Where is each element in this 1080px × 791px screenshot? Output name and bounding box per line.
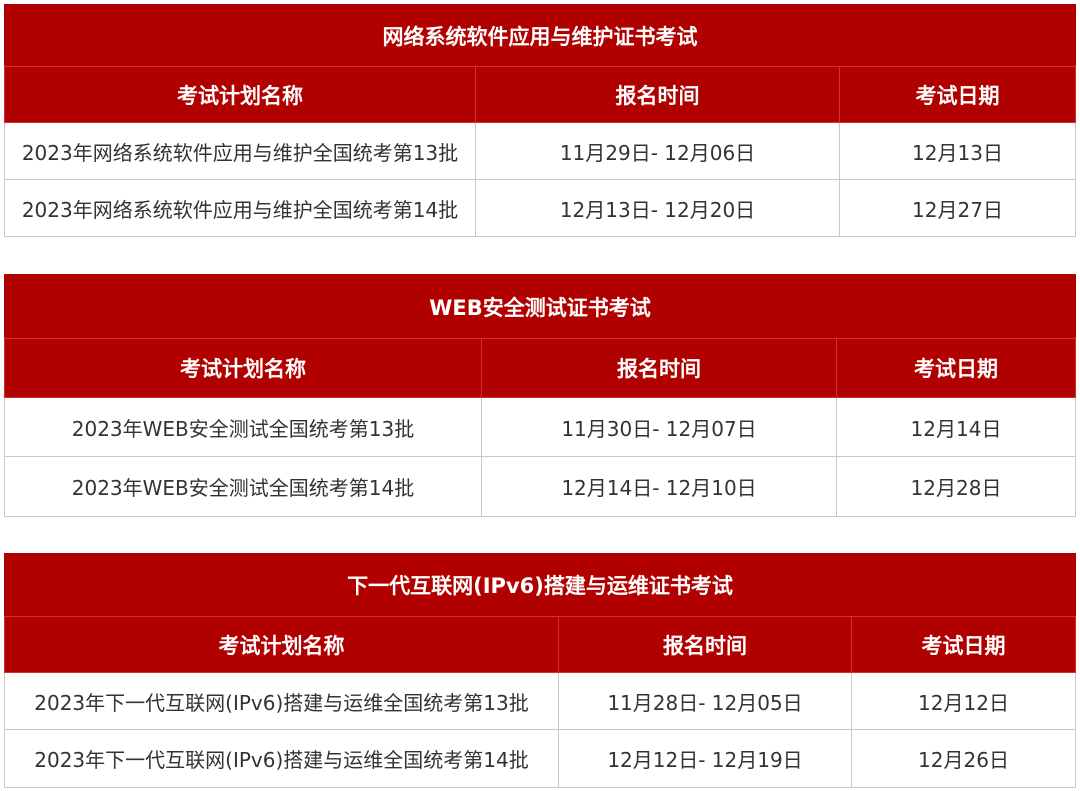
exam-table-ipv6: 下一代互联网(IPv6)搭建与运维证书考试 考试计划名称 报名时间 考试日期 202… [4,553,1076,788]
col-header-name: 考试计划名称 [4,66,476,123]
cell-date: 12月13日 [839,122,1076,180]
table-row: 2023年网络系统软件应用与维护全国统考第13批 11月29日- 12月06日 12… [4,122,1076,180]
cell-registration: 11月30日- 12月07日 [481,397,837,457]
table-title: 下一代互联网(IPv6)搭建与运维证书考试 [4,553,1076,617]
table-row: 2023年下一代互联网(IPv6)搭建与运维全国统考第13批 11月28日- 12… [4,672,1076,730]
col-header-registration: 报名时间 [475,66,840,123]
col-header-date: 考试日期 [851,616,1076,673]
table-row: 2023年WEB安全测试全国统考第13批 11月30日- 12月07日 12月14日 [4,397,1076,457]
cell-date: 12月12日 [851,672,1076,730]
cell-name: 2023年网络系统软件应用与维护全国统考第13批 [4,122,476,180]
col-header-registration: 报名时间 [558,616,852,673]
table-title: 网络系统软件应用与维护证书考试 [4,4,1076,67]
table-row: 2023年下一代互联网(IPv6)搭建与运维全国统考第14批 12月12日- 12… [4,729,1076,788]
col-header-registration: 报名时间 [481,338,837,398]
cell-registration: 12月14日- 12月10日 [481,456,837,517]
col-header-name: 考试计划名称 [4,616,559,673]
table-row: 2023年网络系统软件应用与维护全国统考第14批 12月13日- 12月20日 12… [4,179,1076,237]
cell-registration: 12月13日- 12月20日 [475,179,840,237]
cell-name: 2023年网络系统软件应用与维护全国统考第14批 [4,179,476,237]
cell-name: 2023年下一代互联网(IPv6)搭建与运维全国统考第13批 [4,672,559,730]
cell-name: 2023年WEB安全测试全国统考第13批 [4,397,482,457]
col-header-date: 考试日期 [836,338,1076,398]
cell-registration: 11月28日- 12月05日 [558,672,852,730]
exam-table-network: 网络系统软件应用与维护证书考试 考试计划名称 报名时间 考试日期 2023年网络系统… [4,4,1076,237]
cell-date: 12月14日 [836,397,1076,457]
col-header-name: 考试计划名称 [4,338,482,398]
col-header-date: 考试日期 [839,66,1076,123]
cell-date: 12月27日 [839,179,1076,237]
cell-registration: 11月29日- 12月06日 [475,122,840,180]
cell-name: 2023年下一代互联网(IPv6)搭建与运维全国统考第14批 [4,729,559,788]
cell-date: 12月28日 [836,456,1076,517]
cell-registration: 12月12日- 12月19日 [558,729,852,788]
table-row: 2023年WEB安全测试全国统考第14批 12月14日- 12月10日 12月28日 [4,456,1076,517]
cell-date: 12月26日 [851,729,1076,788]
exam-table-web: WEB安全测试证书考试 考试计划名称 报名时间 考试日期 2023年WEB安全测试全… [4,274,1076,517]
cell-name: 2023年WEB安全测试全国统考第14批 [4,456,482,517]
table-title: WEB安全测试证书考试 [4,274,1076,339]
